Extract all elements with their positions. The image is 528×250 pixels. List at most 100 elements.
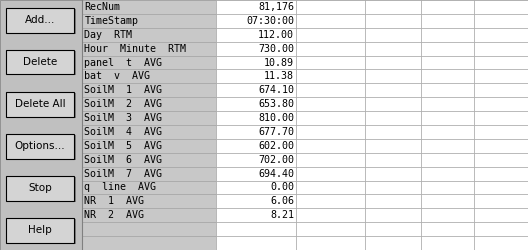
FancyBboxPatch shape: [365, 153, 421, 167]
Text: NR  1  AVG: NR 1 AVG: [84, 196, 145, 206]
FancyBboxPatch shape: [82, 83, 215, 97]
FancyBboxPatch shape: [475, 70, 528, 83]
FancyBboxPatch shape: [421, 167, 475, 180]
FancyBboxPatch shape: [82, 153, 215, 167]
FancyBboxPatch shape: [82, 222, 215, 236]
FancyBboxPatch shape: [296, 153, 365, 167]
FancyBboxPatch shape: [296, 56, 365, 70]
FancyBboxPatch shape: [215, 222, 296, 236]
Text: 10.89: 10.89: [264, 58, 294, 68]
FancyBboxPatch shape: [215, 42, 296, 56]
FancyBboxPatch shape: [82, 139, 215, 153]
FancyBboxPatch shape: [365, 83, 421, 97]
Text: 677.70: 677.70: [258, 127, 294, 137]
FancyBboxPatch shape: [82, 167, 215, 180]
FancyBboxPatch shape: [8, 176, 76, 202]
FancyBboxPatch shape: [475, 153, 528, 167]
FancyBboxPatch shape: [6, 8, 74, 32]
FancyBboxPatch shape: [82, 14, 215, 28]
FancyBboxPatch shape: [296, 125, 365, 139]
FancyBboxPatch shape: [82, 0, 215, 14]
Text: Delete: Delete: [23, 57, 57, 67]
FancyBboxPatch shape: [296, 111, 365, 125]
FancyBboxPatch shape: [215, 208, 296, 222]
FancyBboxPatch shape: [296, 70, 365, 83]
FancyBboxPatch shape: [365, 222, 421, 236]
FancyBboxPatch shape: [6, 176, 74, 201]
FancyBboxPatch shape: [215, 56, 296, 70]
FancyBboxPatch shape: [82, 125, 215, 139]
FancyBboxPatch shape: [0, 0, 82, 250]
FancyBboxPatch shape: [6, 92, 74, 116]
Text: Stop: Stop: [29, 183, 52, 193]
FancyBboxPatch shape: [421, 236, 475, 250]
FancyBboxPatch shape: [365, 194, 421, 208]
Text: SoilM  7  AVG: SoilM 7 AVG: [84, 168, 163, 178]
FancyBboxPatch shape: [215, 70, 296, 83]
FancyBboxPatch shape: [421, 125, 475, 139]
FancyBboxPatch shape: [475, 194, 528, 208]
FancyBboxPatch shape: [365, 167, 421, 180]
FancyBboxPatch shape: [421, 56, 475, 70]
Text: 694.40: 694.40: [258, 168, 294, 178]
Text: 0.00: 0.00: [270, 182, 294, 192]
FancyBboxPatch shape: [215, 111, 296, 125]
FancyBboxPatch shape: [475, 97, 528, 111]
FancyBboxPatch shape: [296, 180, 365, 194]
Text: 81,176: 81,176: [258, 2, 294, 12]
FancyBboxPatch shape: [296, 97, 365, 111]
Text: NR  2  AVG: NR 2 AVG: [84, 210, 145, 220]
FancyBboxPatch shape: [296, 236, 365, 250]
Text: TimeStamp: TimeStamp: [84, 16, 138, 26]
FancyBboxPatch shape: [215, 14, 296, 28]
Text: SoilM  4  AVG: SoilM 4 AVG: [84, 127, 163, 137]
Text: Options...: Options...: [15, 141, 65, 151]
Text: q  line  AVG: q line AVG: [84, 182, 156, 192]
Text: panel  t  AVG: panel t AVG: [84, 58, 163, 68]
FancyBboxPatch shape: [296, 194, 365, 208]
FancyBboxPatch shape: [475, 139, 528, 153]
FancyBboxPatch shape: [215, 0, 296, 14]
FancyBboxPatch shape: [296, 42, 365, 56]
FancyBboxPatch shape: [8, 50, 76, 76]
FancyBboxPatch shape: [365, 97, 421, 111]
FancyBboxPatch shape: [82, 70, 215, 83]
FancyBboxPatch shape: [365, 236, 421, 250]
Text: SoilM  2  AVG: SoilM 2 AVG: [84, 99, 163, 109]
FancyBboxPatch shape: [365, 70, 421, 83]
FancyBboxPatch shape: [475, 0, 528, 14]
FancyBboxPatch shape: [421, 208, 475, 222]
FancyBboxPatch shape: [296, 83, 365, 97]
FancyBboxPatch shape: [365, 180, 421, 194]
Text: SoilM  3  AVG: SoilM 3 AVG: [84, 113, 163, 123]
FancyBboxPatch shape: [82, 42, 215, 56]
FancyBboxPatch shape: [82, 236, 215, 250]
FancyBboxPatch shape: [421, 97, 475, 111]
Text: Help: Help: [29, 225, 52, 235]
FancyBboxPatch shape: [475, 208, 528, 222]
Text: 702.00: 702.00: [258, 155, 294, 165]
FancyBboxPatch shape: [82, 194, 215, 208]
FancyBboxPatch shape: [82, 111, 215, 125]
Text: 07:30:00: 07:30:00: [246, 16, 294, 26]
FancyBboxPatch shape: [475, 14, 528, 28]
FancyBboxPatch shape: [421, 111, 475, 125]
FancyBboxPatch shape: [296, 167, 365, 180]
Text: 674.10: 674.10: [258, 85, 294, 95]
FancyBboxPatch shape: [365, 208, 421, 222]
Text: 6.06: 6.06: [270, 196, 294, 206]
FancyBboxPatch shape: [365, 42, 421, 56]
Text: bat  v  AVG: bat v AVG: [84, 72, 150, 82]
Text: SoilM  6  AVG: SoilM 6 AVG: [84, 155, 163, 165]
FancyBboxPatch shape: [296, 14, 365, 28]
FancyBboxPatch shape: [215, 180, 296, 194]
FancyBboxPatch shape: [8, 92, 76, 118]
FancyBboxPatch shape: [475, 236, 528, 250]
FancyBboxPatch shape: [421, 194, 475, 208]
FancyBboxPatch shape: [421, 153, 475, 167]
FancyBboxPatch shape: [365, 0, 421, 14]
FancyBboxPatch shape: [82, 97, 215, 111]
FancyBboxPatch shape: [215, 28, 296, 42]
FancyBboxPatch shape: [365, 139, 421, 153]
FancyBboxPatch shape: [6, 50, 74, 74]
